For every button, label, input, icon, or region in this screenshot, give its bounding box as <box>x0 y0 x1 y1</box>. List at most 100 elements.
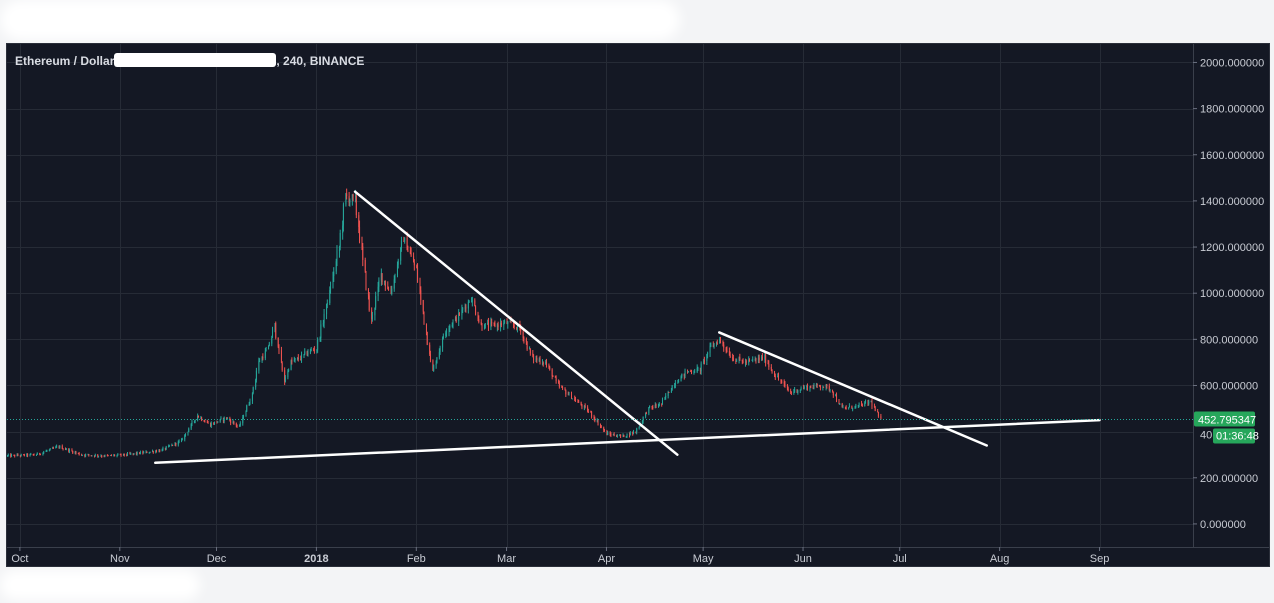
candle-body <box>433 365 435 371</box>
candle-body <box>239 425 241 427</box>
trendline[interactable] <box>353 190 679 456</box>
price-chart[interactable]: 0.000000 200.000000 600.000000 800.000000 10… <box>7 44 1269 566</box>
candle-body <box>542 362 544 364</box>
candle-body <box>410 253 412 257</box>
candle-body <box>794 389 796 392</box>
candle-body <box>677 382 679 384</box>
candle-body <box>197 415 199 418</box>
candle-body <box>823 386 825 388</box>
time-axis-label: Mar <box>497 553 516 565</box>
candle-body <box>259 361 261 363</box>
candle-body <box>413 262 415 266</box>
time-axis[interactable]: Oct Nov Dec 2018 Feb Mar Apr May Jun Jul Aug Sep <box>11 547 1109 565</box>
candle-body <box>867 401 869 404</box>
candle-body <box>203 420 205 422</box>
price-axis-label: 1600.000000 <box>1200 150 1264 162</box>
candle-body <box>156 451 157 453</box>
candle-body <box>409 251 411 254</box>
candle-body <box>538 359 540 361</box>
candle-body <box>143 452 145 454</box>
price-axis[interactable]: 0.000000 200.000000 600.000000 800.000000 10… <box>1193 57 1264 531</box>
candle-body <box>13 454 15 456</box>
candle-body <box>149 451 151 453</box>
candle-body <box>217 421 219 423</box>
trendline[interactable] <box>717 331 988 447</box>
candle-body <box>607 433 609 435</box>
candle-body <box>136 452 138 455</box>
candle-body <box>506 321 508 324</box>
candle-body <box>648 407 650 414</box>
candle-body <box>687 371 689 373</box>
chart-title: Ethereum / Dollar , 240, BINANCE <box>15 53 364 68</box>
candle-body <box>497 324 499 328</box>
candle-body <box>600 425 601 427</box>
candle-body <box>619 434 621 437</box>
candle-body <box>690 370 692 372</box>
candle-body <box>197 415 199 420</box>
candle-body <box>671 385 673 391</box>
candle-body <box>848 405 850 408</box>
candle-body <box>819 386 821 388</box>
candle-body <box>851 405 853 409</box>
candle-body <box>152 451 154 453</box>
candle-body <box>596 420 598 422</box>
candle-body <box>407 250 409 252</box>
candle-body <box>423 311 425 325</box>
candle-body <box>565 390 567 395</box>
candle-body <box>107 455 109 457</box>
candle-body <box>577 401 579 403</box>
candle-body <box>819 385 821 387</box>
candle-body <box>852 408 854 410</box>
candle-body <box>810 386 812 388</box>
candle-body <box>629 433 631 436</box>
price-axis-label: 1000.000000 <box>1200 288 1264 300</box>
candle-body <box>201 417 203 421</box>
candle-body <box>268 345 270 350</box>
candle-body <box>658 403 660 406</box>
price-axis-label: 200.000000 <box>1200 473 1258 485</box>
candle-body <box>661 399 663 405</box>
candle-body <box>58 446 60 448</box>
candle-body <box>533 355 535 360</box>
candle-body <box>771 369 773 373</box>
candle-body <box>46 450 48 452</box>
candle-body <box>359 226 361 242</box>
candle-body <box>10 454 12 457</box>
candle-body <box>417 268 419 282</box>
candle-body <box>873 406 875 408</box>
candle-body <box>429 344 431 355</box>
candle-body <box>117 454 119 456</box>
candle-body <box>462 308 464 310</box>
partial-price-tick: 40 <box>1200 429 1212 441</box>
candle-body <box>416 265 418 269</box>
candle-body <box>516 326 518 330</box>
candle-body <box>574 398 576 400</box>
candle-body <box>700 363 702 372</box>
candle-body <box>844 407 846 409</box>
chart-panel[interactable]: 0.000000 200.000000 600.000000 800.000000 10… <box>6 43 1270 567</box>
candle-body <box>23 454 25 456</box>
candle-body <box>790 392 792 394</box>
candle-body <box>45 450 47 452</box>
candle-body <box>622 434 624 436</box>
candle-body <box>220 418 222 420</box>
candle-body <box>832 391 834 396</box>
candle-body <box>345 193 347 205</box>
candle-body <box>467 301 469 309</box>
candle-body <box>236 425 238 427</box>
candle-body <box>56 446 58 448</box>
last-price-tag: 452.795347 <box>1194 411 1256 427</box>
candle-body <box>242 417 244 424</box>
candle-body <box>126 453 128 456</box>
candle-body <box>193 420 195 422</box>
candle-body <box>190 424 192 429</box>
candle-body <box>616 436 618 438</box>
candle-body <box>751 359 753 361</box>
candle-body <box>268 343 270 346</box>
trendlines[interactable] <box>154 190 1101 465</box>
candle-body <box>803 387 805 389</box>
candle-body <box>352 194 354 197</box>
candle-body <box>739 357 741 360</box>
candle-body <box>709 345 711 353</box>
candle-body <box>52 447 54 449</box>
